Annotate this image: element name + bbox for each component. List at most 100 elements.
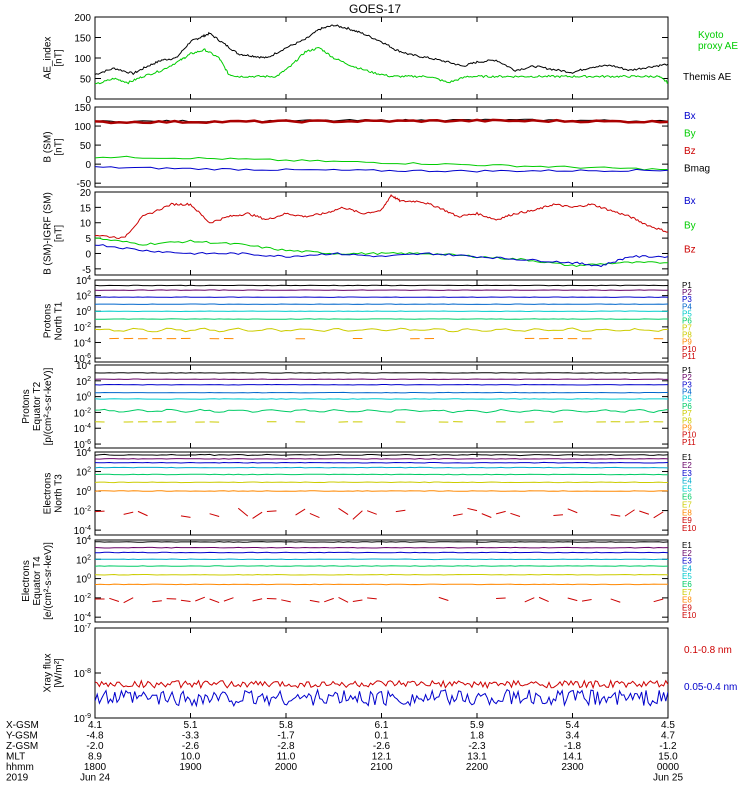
- y-axis-label: North T3: [54, 474, 65, 513]
- panel-frame: [94, 451, 669, 536]
- ephemeris-value: 6.1: [375, 720, 389, 731]
- series-segment-e9: [309, 512, 320, 519]
- legend-label: By: [684, 129, 696, 140]
- series-line-e4: [95, 466, 668, 469]
- series-line-p3: [95, 296, 668, 298]
- legend-label: P11: [682, 438, 696, 447]
- legend-label: By: [684, 220, 696, 231]
- ephemeris-value: 4.5: [661, 720, 675, 731]
- ephemeris-value: 4.7: [661, 731, 675, 742]
- series-line-e2: [95, 546, 668, 549]
- legend-label: E4: [682, 477, 692, 486]
- y-tick-label: 50: [80, 75, 92, 86]
- series-segment-e9: [209, 513, 220, 517]
- legend-label: Bx: [684, 196, 696, 207]
- series-segment-e9: [352, 510, 363, 520]
- legend-label: Kyoto: [698, 30, 724, 41]
- series-segment-e9: [653, 511, 664, 519]
- series-segment-e9: [639, 510, 650, 515]
- ephemeris-value: -3.3: [182, 731, 200, 742]
- series-group: [95, 453, 668, 520]
- legend-label: P10: [682, 431, 697, 440]
- series-segment-e9: [610, 598, 621, 603]
- series-segment-e9: [352, 599, 363, 602]
- legend-label: 0.05-0.4 nm: [684, 682, 737, 693]
- series-line-e4: [95, 558, 668, 561]
- ephemeris-value: -2.6: [373, 741, 391, 752]
- y-tick-label: 104: [76, 360, 91, 372]
- legend-label: P6: [682, 402, 692, 411]
- y-axis-label: Xray flux: [43, 654, 54, 693]
- y-axis-label: North T1: [54, 301, 65, 340]
- series-line-e2: [95, 457, 668, 460]
- legend-label: E8: [682, 508, 692, 517]
- series-line-p4: [95, 391, 668, 394]
- legend-label: E9: [682, 603, 692, 612]
- legend-label: P10: [682, 345, 697, 354]
- series-line-p7: [95, 327, 668, 333]
- legend-label: E1: [682, 541, 692, 550]
- legend-label: E5: [682, 572, 692, 581]
- legend-label: P3: [682, 380, 692, 389]
- series-line-bz: [95, 193, 668, 240]
- legend-label: P6: [682, 316, 692, 325]
- y-tick-label: 104: [76, 447, 91, 459]
- ephemeris-value: 1900: [179, 762, 202, 773]
- y-tick-label: 102: [76, 467, 91, 479]
- legend-label: E5: [682, 485, 692, 494]
- y-tick-label: 104: [76, 275, 91, 287]
- legend-label: Bz: [684, 245, 696, 256]
- legend-label: Bx: [684, 111, 696, 122]
- series-segment-e9: [496, 597, 506, 599]
- series-group: [95, 541, 668, 604]
- ephemeris-value: 0000: [657, 762, 680, 773]
- ephemeris-row-label: MLT: [6, 752, 25, 763]
- ephemeris-value: 2000: [275, 762, 298, 773]
- series-segment-e9: [324, 597, 334, 603]
- series-line-by: [95, 155, 668, 171]
- ephemeris-value: -2.3: [468, 741, 486, 752]
- legend-label: E10: [682, 611, 697, 620]
- ephemeris-value: Jun 25: [653, 773, 683, 784]
- legend-label: P1: [682, 366, 692, 375]
- ephemeris-value: 5.1: [184, 720, 198, 731]
- series-segment-e9: [209, 598, 220, 604]
- series-line-bz: [95, 118, 668, 125]
- ephemeris-value: -2.8: [277, 741, 295, 752]
- legend-label: E3: [682, 557, 692, 566]
- series-line-e3: [95, 551, 668, 554]
- legend-label: Themis AE: [683, 72, 732, 83]
- series-line-by: [95, 237, 668, 268]
- y-tick-label: 15: [80, 203, 92, 214]
- series-segment-e9: [123, 511, 134, 515]
- ephemeris-value: 2100: [370, 762, 393, 773]
- plot-title: GOES-17: [349, 2, 401, 16]
- y-tick-label: 102: [76, 554, 91, 566]
- y-tick-label: 102: [76, 291, 91, 303]
- series-segment-e9: [553, 514, 563, 516]
- legend: 0.1-0.8 nm 0.05-0.4 nm: [684, 645, 737, 693]
- y-tick-label: 10-2: [74, 506, 91, 518]
- series-line-e7: [95, 583, 668, 586]
- y-tick-label: 50: [80, 141, 92, 152]
- panel-2: -50 0 50 100 150 B (SM) [nT] Bx By Bz Bmag: [43, 103, 711, 190]
- y-axis-label: [e/(cm²-s-sr-keV)]: [43, 542, 54, 620]
- series-line-e6: [95, 481, 668, 484]
- series-segment-e9: [137, 510, 148, 517]
- series-line-themis-ae: [95, 24, 668, 76]
- ephemeris-value: 14.1: [563, 752, 583, 763]
- y-axis-label: Equator T4: [32, 556, 43, 606]
- legend-label: P1: [682, 281, 692, 290]
- y-tick-label: 200: [74, 13, 91, 24]
- series-group: [95, 372, 668, 423]
- y-tick-label: 100: [76, 306, 91, 318]
- series-segment-e9: [109, 597, 120, 603]
- series-segment-e9: [495, 510, 506, 515]
- ephemeris-row-label: X-GSM: [6, 720, 39, 731]
- series-segment-e9: [624, 509, 635, 517]
- y-tick-label: -5: [82, 265, 91, 276]
- series-segment-e9: [467, 507, 478, 512]
